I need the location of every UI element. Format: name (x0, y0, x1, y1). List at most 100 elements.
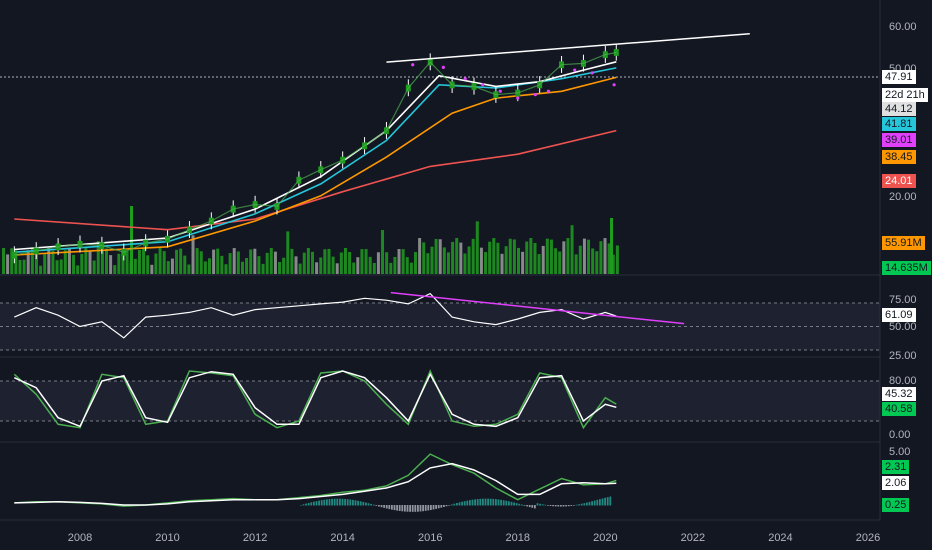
macd-histogram-bar (302, 504, 305, 506)
volume-bar (582, 238, 586, 274)
volume-bar (492, 238, 496, 274)
macd-histogram-bar (323, 499, 326, 506)
x-axis-year-label: 2024 (768, 532, 793, 544)
macd-histogram-bar (500, 499, 502, 506)
volume-bar (517, 247, 520, 274)
macd-histogram-bar (565, 505, 567, 507)
volume-bar (591, 248, 595, 274)
volume-bar (446, 252, 450, 274)
volume-bar (570, 225, 574, 274)
price-badge-last: 47.91 (882, 70, 916, 84)
price-trendline (386, 33, 750, 63)
volume-bar (88, 250, 92, 274)
volume-bar (22, 259, 26, 274)
macd-histogram-bar (508, 501, 510, 506)
volume-bar (72, 254, 76, 274)
volume-bar (393, 256, 397, 274)
volume-bar (554, 248, 558, 274)
volume-bar (84, 248, 88, 274)
volume-bar (63, 250, 67, 274)
macd-histogram-bar (435, 505, 437, 509)
volume-bar (430, 246, 434, 274)
volume-bar (18, 259, 22, 274)
volume-bar (80, 253, 84, 274)
macd-histogram-bar (489, 498, 492, 506)
volume-bar (240, 261, 244, 274)
price-line (14, 51, 617, 256)
volume-bar (615, 245, 619, 274)
volume-bar (170, 258, 174, 274)
macd-histogram-bar (526, 505, 528, 507)
price-axis-label: 60.00 (889, 21, 917, 33)
macd-histogram-bar (539, 503, 541, 506)
volume-bar (142, 248, 146, 274)
volume-bar (290, 248, 294, 274)
macd-histogram-bar (528, 505, 531, 508)
macd-histogram-bar (469, 500, 471, 506)
volume-bar (356, 257, 360, 274)
macd-histogram-bar (346, 499, 349, 506)
macd-histogram-bar (604, 497, 606, 506)
volume-bar (323, 249, 327, 274)
macd-histogram-bar (310, 502, 313, 506)
psar-dot (463, 77, 467, 81)
stoch_k-line (13, 369, 617, 430)
volume-bar (109, 255, 113, 274)
macd-histogram-bar (448, 505, 450, 506)
macd-histogram-bar (331, 498, 333, 506)
volume-bar (76, 265, 80, 274)
volume-bar (10, 248, 14, 274)
volume-bar (311, 251, 314, 274)
volume-bar (282, 257, 286, 274)
volume-bar (278, 262, 282, 274)
x-axis-year-label: 2010 (155, 532, 180, 544)
volume-bar (459, 242, 463, 274)
volume-bar (47, 248, 51, 274)
volume-bar (467, 246, 471, 274)
volume-bar (286, 231, 290, 274)
volume-bar (236, 251, 240, 274)
macd-histogram-bar (370, 503, 372, 506)
volume-bar (463, 253, 467, 274)
volume-bar (434, 238, 438, 274)
volume-bar (418, 238, 422, 274)
volume-bar (343, 248, 347, 274)
macd-histogram-bar (422, 505, 424, 512)
volume-bar (471, 238, 475, 274)
volume-bar (125, 250, 129, 274)
macd-histogram-bar (583, 503, 586, 506)
rsi-line (14, 292, 617, 339)
volume-bar (175, 249, 179, 274)
volume-bar (327, 248, 331, 274)
macd-histogram-bar (544, 504, 547, 506)
volume-bar (117, 253, 121, 274)
macd-histogram-bar (606, 497, 609, 506)
price-badge-ma_pink: 39.01 (882, 133, 916, 147)
volume-bar (529, 238, 533, 274)
volume-bar (150, 264, 154, 274)
macd-histogram-bar (578, 504, 580, 506)
volume-bar (113, 265, 117, 274)
macd-histogram-bar (396, 505, 398, 511)
volume-bar (315, 262, 319, 274)
volume-spike (610, 218, 613, 274)
macd-badge: 2.31 (882, 460, 910, 474)
macd-histogram-bar (367, 503, 370, 506)
volume-bar (335, 263, 339, 274)
macd-histogram-bar (466, 500, 469, 506)
volume-bar (545, 238, 549, 274)
macd-histogram-bar (307, 502, 310, 506)
macd-histogram-bar (333, 498, 336, 506)
volume-bar (298, 263, 302, 274)
rsi-trendline (390, 291, 685, 325)
volume-bar (39, 265, 43, 274)
volume-bar (521, 251, 525, 274)
price-axis-label: 20.00 (889, 191, 917, 203)
macd-histogram-bar (419, 505, 422, 512)
macd-badge: 2.06 (882, 476, 910, 490)
macd-line (14, 453, 617, 507)
psar-dot (573, 68, 577, 72)
macd-histogram-bar (523, 505, 526, 506)
macd-histogram-bar (432, 505, 435, 510)
